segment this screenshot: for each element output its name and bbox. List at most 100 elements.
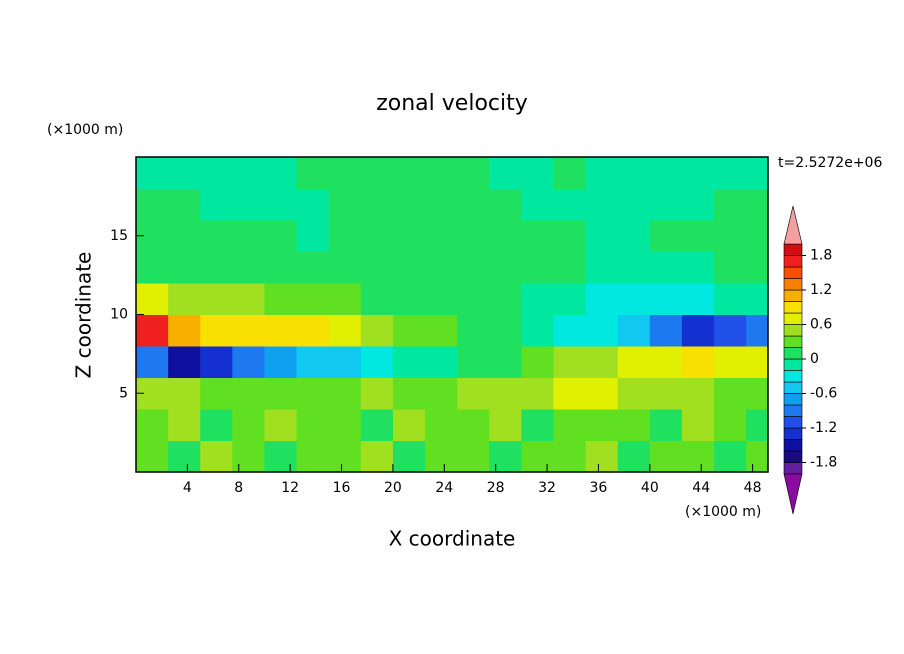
contour-cell [360,377,394,410]
contour-cell [714,377,747,410]
contour-cell [168,314,201,347]
contour-cell [136,440,169,473]
contour-cell [136,346,169,378]
contour-cell [168,377,201,410]
contour-cell [746,409,769,441]
contour-cell [425,220,458,252]
contour-cell [200,440,233,473]
contour-cell [681,314,715,347]
x-tick-label: 8 [234,480,243,496]
contour-cell [425,251,458,284]
contour-cell [617,314,651,347]
x-tick-label: 40 [641,480,659,496]
contour-cell [360,409,394,441]
contour-cell [521,283,554,315]
contour-cell [617,377,651,410]
contour-cell [232,157,265,189]
contour-cell [200,188,233,221]
contour-cell [328,157,362,189]
colorbar-box [783,347,803,360]
colorbar-over [783,205,803,245]
contour-cell [617,220,651,252]
contour-cell [392,220,426,252]
contour-cell [360,188,394,221]
colorbar-box [783,393,803,406]
x-tick-label: 48 [744,480,762,496]
contour-cell [649,314,683,347]
contour-cell [296,220,330,252]
contour-cell [425,283,458,315]
contour-cell [746,220,769,252]
contour-cell [264,251,298,284]
chart-title: zonal velocity [376,91,528,116]
colorbar-tick-label: 0.6 [810,317,832,333]
contour-cell [168,188,201,221]
contour-cell [553,346,587,378]
x-tick-label: 16 [333,480,351,496]
contour-cell [489,220,522,252]
annotation: t=2.5272e+06 [778,155,882,171]
contour-cell [617,251,651,284]
contour-cell [681,188,715,221]
contour-cell [136,314,169,347]
contour-cell [553,409,587,441]
colorbar-box [783,324,803,337]
colorbar-tick-label: -1.8 [810,455,837,471]
contour-cell [489,283,522,315]
contour-cell [521,220,554,252]
colorbar-box [783,404,803,417]
contour-cell [489,377,522,410]
x-tick-label: 36 [590,480,608,496]
contour-cell [136,283,169,315]
contour-cell [328,409,362,441]
contour-cell [489,251,522,284]
contour-cell [585,377,619,410]
contour-cell [425,157,458,189]
contour-cell [168,409,201,441]
contour-cell [360,157,394,189]
contour-cell [392,440,426,473]
x-tick-label: 12 [281,480,299,496]
contour-cell [649,377,683,410]
contour-cell [457,283,490,315]
contour-cell [617,409,651,441]
colorbar-tick-label: -1.2 [810,420,837,436]
contour-cell [457,188,490,221]
contour-cell [425,346,458,378]
contour-cell [328,220,362,252]
colorbar-box [783,358,803,371]
contour-cell [489,346,522,378]
contour-cell [489,409,522,441]
colorbar-box [783,439,803,452]
contour-cell [553,440,587,473]
contour-cell [746,314,769,347]
contour-cell [521,157,554,189]
contour-cell [746,346,769,378]
contour-cell [360,251,394,284]
contour-cell [168,283,201,315]
contour-cell [746,440,769,473]
contour-cell [328,346,362,378]
contour-cell [264,220,298,252]
contour-cell [392,283,426,315]
contour-cell [457,251,490,284]
colorbar-tick-label: 1.8 [810,248,832,264]
contour-cell [553,283,587,315]
x-tick-label: 28 [487,480,505,496]
contour-cell [521,314,554,347]
contour-cell [168,220,201,252]
contour-cell [200,346,233,378]
contour-cell [200,251,233,284]
contour-cell [681,283,715,315]
contour-cell [617,346,651,378]
contour-cell [392,346,426,378]
contour-cell [232,409,265,441]
contour-cell [328,251,362,284]
colorbar-box [783,416,803,429]
contour-cell [232,251,265,284]
contour-cell [457,157,490,189]
contour-cell [585,409,619,441]
x-unit: (×1000 m) [685,504,761,520]
contour-cell [617,188,651,221]
